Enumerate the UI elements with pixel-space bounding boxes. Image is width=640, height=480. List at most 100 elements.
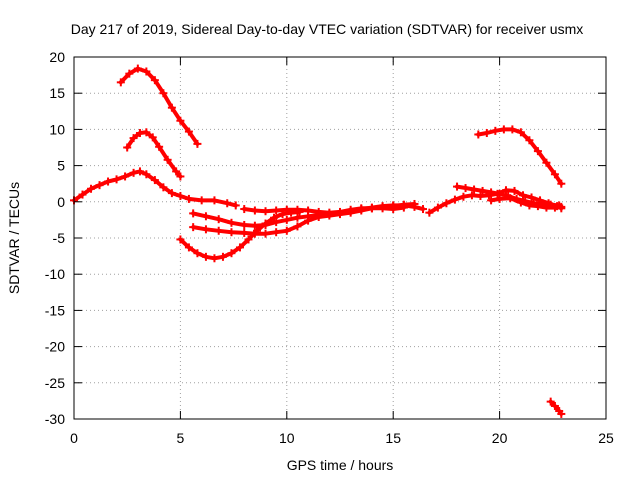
data-point bbox=[399, 203, 408, 212]
data-point bbox=[129, 168, 138, 177]
data-point bbox=[516, 128, 525, 137]
data-point bbox=[201, 225, 210, 234]
data-point bbox=[240, 220, 249, 229]
data-point bbox=[270, 213, 279, 222]
data-point bbox=[510, 186, 519, 195]
data-point bbox=[159, 183, 168, 192]
data-point bbox=[272, 218, 281, 227]
data-point bbox=[214, 226, 223, 235]
data-point bbox=[184, 127, 193, 136]
data-point bbox=[461, 184, 470, 193]
series-line-arc-1 bbox=[118, 66, 200, 146]
data-series bbox=[70, 64, 566, 418]
data-point bbox=[282, 226, 291, 235]
data-point bbox=[261, 207, 270, 216]
data-point bbox=[176, 172, 185, 181]
data-point bbox=[244, 235, 253, 244]
data-point bbox=[304, 206, 313, 215]
data-point bbox=[557, 179, 566, 188]
y-tick-label: 0 bbox=[57, 194, 65, 210]
data-point bbox=[476, 192, 485, 201]
data-point bbox=[453, 182, 462, 191]
data-point bbox=[176, 116, 185, 125]
data-point bbox=[293, 222, 302, 231]
data-point bbox=[459, 192, 468, 201]
data-point bbox=[184, 243, 193, 252]
y-tick-label: 10 bbox=[49, 121, 65, 137]
data-point bbox=[129, 134, 138, 143]
x-tick-label: 25 bbox=[598, 430, 614, 446]
x-tick-label: 5 bbox=[177, 430, 185, 446]
data-point bbox=[546, 397, 555, 406]
y-tick-label: -10 bbox=[45, 266, 65, 282]
x-tick-label: 0 bbox=[70, 430, 78, 446]
data-point bbox=[133, 64, 142, 73]
y-tick-label: -25 bbox=[45, 375, 65, 391]
axis-ticks: 0 5 10 15 20 25 -30 -25 -20 -15 -10 -5 0 5 10 15 20 bbox=[45, 49, 614, 446]
data-point bbox=[240, 228, 249, 237]
x-axis-label: GPS time / hours bbox=[287, 457, 394, 473]
data-point bbox=[282, 205, 291, 214]
data-point bbox=[325, 208, 334, 217]
data-point bbox=[516, 198, 525, 207]
data-point bbox=[142, 170, 151, 179]
data-point bbox=[508, 125, 517, 134]
data-point bbox=[87, 184, 96, 193]
data-point bbox=[550, 401, 559, 410]
data-point bbox=[176, 235, 185, 244]
data-point bbox=[367, 204, 376, 213]
x-tick-label: 10 bbox=[279, 430, 295, 446]
data-point bbox=[261, 220, 270, 229]
data-point bbox=[223, 199, 232, 208]
data-point bbox=[167, 189, 176, 198]
data-point bbox=[501, 186, 510, 195]
series-line-arc-11 bbox=[476, 127, 564, 186]
data-point bbox=[104, 177, 113, 186]
data-point bbox=[210, 254, 219, 263]
data-point bbox=[227, 228, 236, 237]
data-point bbox=[304, 216, 313, 225]
data-point bbox=[550, 170, 559, 179]
data-point bbox=[519, 191, 528, 200]
data-point bbox=[201, 252, 210, 261]
data-point bbox=[250, 221, 259, 230]
data-point bbox=[357, 204, 366, 213]
data-point bbox=[442, 199, 451, 208]
data-point bbox=[533, 147, 542, 156]
data-point bbox=[495, 194, 504, 203]
data-point bbox=[201, 212, 210, 221]
data-point bbox=[184, 194, 193, 203]
data-point bbox=[527, 193, 536, 202]
data-point bbox=[389, 205, 398, 214]
y-tick-label: 20 bbox=[49, 49, 65, 65]
y-tick-label: 15 bbox=[49, 85, 65, 101]
data-point bbox=[336, 207, 344, 216]
data-point bbox=[189, 209, 198, 218]
data-point bbox=[293, 205, 302, 214]
data-point bbox=[112, 175, 121, 184]
y-tick-label: -30 bbox=[45, 411, 65, 427]
data-point bbox=[450, 195, 459, 204]
data-point bbox=[142, 128, 151, 137]
data-point bbox=[155, 142, 164, 151]
data-point bbox=[197, 196, 206, 205]
data-point bbox=[227, 249, 236, 258]
data-point bbox=[193, 139, 202, 148]
y-axis-label: SDTVAR / TECUs bbox=[6, 182, 22, 294]
data-point bbox=[210, 196, 219, 205]
data-point bbox=[478, 186, 487, 195]
data-point bbox=[148, 133, 157, 142]
data-point bbox=[557, 202, 566, 211]
grid-lines bbox=[74, 57, 606, 419]
data-point bbox=[250, 229, 259, 238]
data-point bbox=[176, 192, 185, 201]
x-tick-label: 20 bbox=[492, 430, 508, 446]
data-point bbox=[150, 176, 159, 185]
data-point bbox=[250, 206, 259, 215]
data-point bbox=[314, 207, 323, 216]
chart-title: Day 217 of 2019, Sidereal Day-to-day VTE… bbox=[71, 21, 584, 37]
data-point bbox=[557, 409, 566, 418]
data-point bbox=[163, 155, 172, 164]
series-line-arc-7 bbox=[242, 205, 406, 215]
